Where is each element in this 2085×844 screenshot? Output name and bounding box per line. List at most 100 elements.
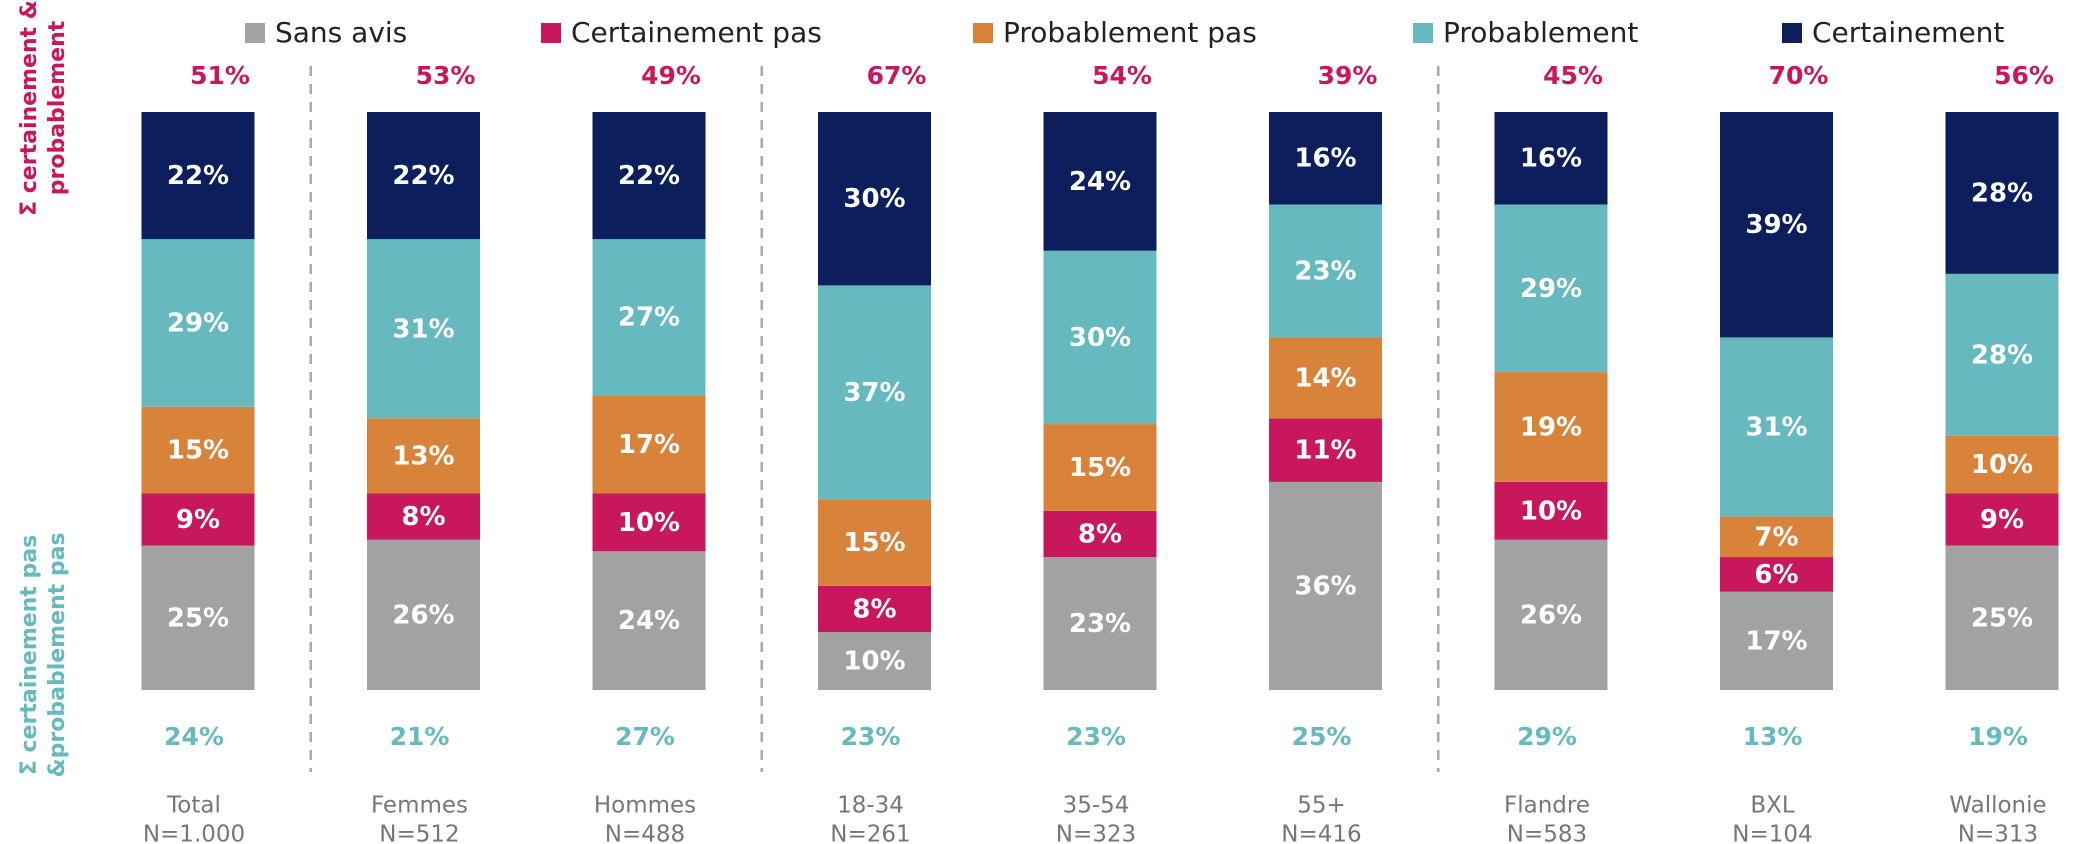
sample-size: N=323 (1056, 822, 1136, 844)
sample-size: N=416 (1281, 822, 1361, 844)
data-label: 28% (1971, 178, 2033, 208)
bar-segment (818, 585, 931, 633)
bar-segment (367, 418, 480, 494)
data-label: 6% (1754, 560, 1798, 590)
bar-segment (1043, 112, 1157, 251)
top-total: 67% (867, 61, 927, 90)
top-total: 45% (1543, 61, 1603, 90)
legend-label: Probablement pas (1003, 16, 1257, 49)
legend-swatch (1413, 23, 1433, 43)
data-label: 31% (1745, 413, 1807, 443)
sample-size: N=512 (379, 822, 459, 844)
x-tick-label: Femmes (371, 793, 468, 819)
sample-size: N=583 (1507, 822, 1587, 844)
top-total: 54% (1092, 61, 1152, 90)
data-label: 24% (1069, 167, 1131, 197)
data-label: 30% (843, 184, 905, 214)
data-label: 26% (392, 600, 454, 630)
top-total: 53% (416, 61, 476, 90)
bar-segment (1494, 204, 1608, 373)
x-tick-label: Hommes (594, 793, 696, 819)
data-label: 39% (1745, 210, 1807, 240)
bottom-total: 23% (1066, 722, 1126, 751)
bottom-total: 19% (1968, 722, 2028, 751)
bar-segment (1720, 591, 1833, 690)
legend-swatch (1782, 23, 1802, 43)
top-total: 56% (1994, 61, 2054, 90)
data-label: 29% (167, 308, 229, 338)
top-total: 70% (1769, 61, 1829, 90)
x-tick-label: Flandre (1504, 793, 1590, 819)
legend-swatch (973, 23, 993, 43)
data-label: 15% (167, 436, 229, 466)
data-label: 8% (852, 595, 896, 625)
data-label: 8% (1078, 519, 1122, 549)
bottom-total: 27% (615, 722, 675, 751)
data-label: 29% (1520, 274, 1582, 304)
data-label: 8% (401, 502, 445, 532)
bar-segment (367, 493, 480, 540)
x-tick-label: BXL (1750, 793, 1795, 819)
bar-segment (1269, 418, 1382, 482)
data-label: 23% (1294, 256, 1356, 286)
bar-segment (592, 551, 706, 690)
bar-segment (1043, 424, 1157, 511)
top-total: 39% (1318, 61, 1378, 90)
data-label: 16% (1520, 144, 1582, 174)
bar-segment (1494, 539, 1608, 690)
bar-segment (141, 406, 255, 494)
data-label: 26% (1520, 600, 1582, 630)
bar-segment (592, 395, 706, 494)
data-label: 24% (618, 606, 680, 636)
bar-segment (141, 112, 255, 240)
legend-label: Sans avis (275, 16, 407, 49)
data-label: 27% (618, 303, 680, 333)
bar-segment (818, 499, 931, 586)
data-label: 17% (618, 430, 680, 460)
bar-segment (141, 493, 255, 546)
sample-size: N=261 (830, 822, 910, 844)
bar-segment (1945, 273, 2059, 436)
sample-size: N=488 (605, 822, 685, 844)
data-label: 37% (843, 378, 905, 408)
data-label: 11% (1294, 436, 1356, 466)
sample-size: N=104 (1732, 822, 1812, 844)
data-label: 13% (392, 441, 454, 471)
data-label: 25% (167, 603, 229, 633)
bar-segment (1043, 510, 1157, 558)
bottom-total: 25% (1292, 722, 1352, 751)
bar-segment (1494, 481, 1608, 540)
data-label: 31% (392, 314, 454, 344)
side-label: Σ certainement pas (17, 535, 42, 775)
sample-size: N=1.000 (143, 822, 245, 844)
bar-segment (1945, 435, 2059, 494)
bottom-total: 13% (1743, 722, 1803, 751)
bar-segment (818, 285, 931, 500)
bar-segment (818, 632, 931, 690)
legend-swatch (541, 23, 561, 43)
bar-segment (141, 545, 255, 690)
data-label: 22% (392, 161, 454, 191)
bar-segment (1494, 112, 1608, 205)
bar-segment (367, 239, 480, 419)
data-label: 22% (167, 161, 229, 191)
data-label: 10% (843, 647, 905, 677)
x-tick-label: 35-54 (1063, 793, 1130, 819)
data-label: 9% (1980, 505, 2024, 535)
bar-segment (1269, 112, 1382, 205)
side-label: probablement (45, 20, 70, 195)
bar-segment (1945, 493, 2059, 546)
bar-segment (1720, 516, 1833, 558)
x-tick-label: 55+ (1297, 793, 1346, 819)
data-label: 25% (1971, 603, 2033, 633)
data-label: 9% (176, 505, 220, 535)
sample-size: N=313 (1958, 822, 2038, 844)
data-label: 15% (843, 528, 905, 558)
bar-segment (367, 539, 480, 690)
bottom-total: 23% (841, 722, 901, 751)
bar-segment (1043, 557, 1157, 690)
bar-segment (1720, 112, 1833, 338)
data-label: 10% (1520, 496, 1582, 526)
data-label: 14% (1294, 363, 1356, 393)
bar-segment (592, 493, 706, 552)
